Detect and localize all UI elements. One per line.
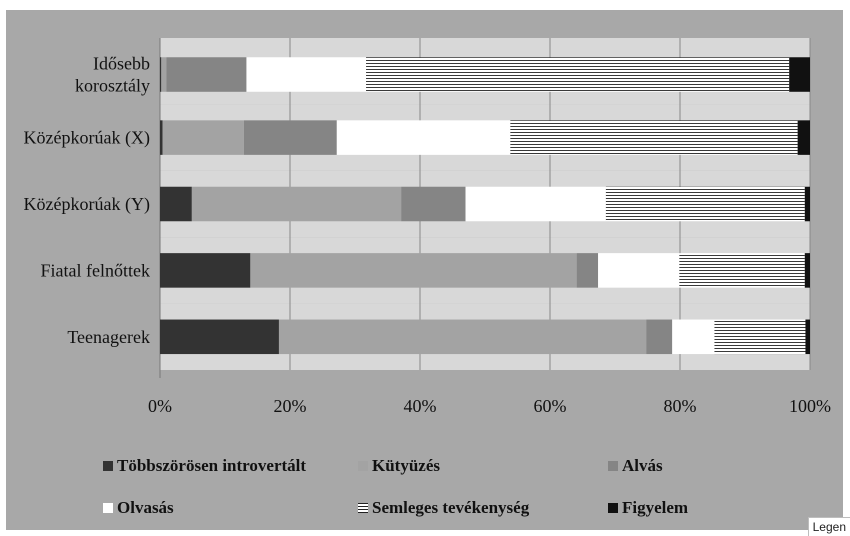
bar-segment (278, 319, 647, 355)
legend-label: Olvasás (117, 498, 174, 517)
bar-segment (804, 186, 810, 222)
legend-item: Többszörösen introvertált (103, 456, 306, 476)
bar-segment (366, 57, 790, 92)
bar-segment (797, 120, 810, 155)
x-tick-label: 60% (534, 396, 567, 416)
bar-segment (160, 319, 279, 355)
legend-item: Semleges tevékenység (358, 498, 529, 518)
x-tick-label: 100% (789, 396, 831, 416)
legend-label: Kütyüzés (372, 456, 440, 475)
legend-swatch (358, 503, 368, 513)
legend-swatch (103, 461, 113, 471)
bar-segment (336, 120, 511, 155)
bar-segment (250, 253, 577, 288)
category-label: Középkorúak (X) (24, 128, 150, 149)
bar-segment (161, 57, 167, 92)
bar-segment (804, 253, 810, 288)
category-label: Teenagerek (67, 327, 150, 347)
bar-segment (646, 319, 673, 355)
bar-segment (160, 253, 251, 288)
legend-label: Alvás (622, 456, 663, 475)
bar-segment (160, 57, 162, 92)
bar-segment (805, 319, 810, 355)
category-label: Fiatal felnőttek (41, 260, 150, 280)
legend-label: Többszörösen introvertált (117, 456, 307, 475)
x-tick-label: 0% (148, 396, 172, 416)
bar-segment (679, 253, 805, 288)
legend-item: Olvasás (103, 498, 174, 518)
legend-swatch (103, 503, 113, 513)
bar-segment (598, 253, 680, 288)
legend-swatch (608, 503, 618, 513)
bar-segment (243, 120, 337, 155)
x-tick-label: 20% (274, 396, 307, 416)
bar-segment (160, 186, 192, 222)
bar-segment (160, 120, 163, 155)
category-label: korosztály (75, 76, 150, 96)
category-label: Idősebb (93, 54, 150, 74)
legend-tag: Legen (807, 517, 850, 536)
legend-swatch (358, 461, 368, 471)
category-label: Középkorúak (Y) (24, 194, 150, 215)
bar-segment (605, 186, 805, 222)
bar-segment (246, 57, 367, 92)
legend-label: Semleges tevékenység (372, 498, 530, 517)
legend-swatch (608, 461, 618, 471)
x-tick-label: 80% (664, 396, 697, 416)
bar-segment (191, 186, 402, 222)
bar-segment (401, 186, 466, 222)
bar-segment (789, 57, 810, 92)
bar-segment (672, 319, 715, 355)
legend-item: Kütyüzés (358, 456, 440, 476)
bar-segment (510, 120, 798, 155)
x-tick-label: 40% (404, 396, 437, 416)
bar-segment (576, 253, 599, 288)
bar-segment (465, 186, 606, 222)
bar-segment (714, 319, 806, 355)
legend-item: Alvás (608, 456, 663, 476)
bar-segment (166, 57, 247, 92)
legend-item: Figyelem (608, 498, 688, 518)
legend-label: Figyelem (622, 498, 689, 517)
bar-segment (162, 120, 244, 155)
